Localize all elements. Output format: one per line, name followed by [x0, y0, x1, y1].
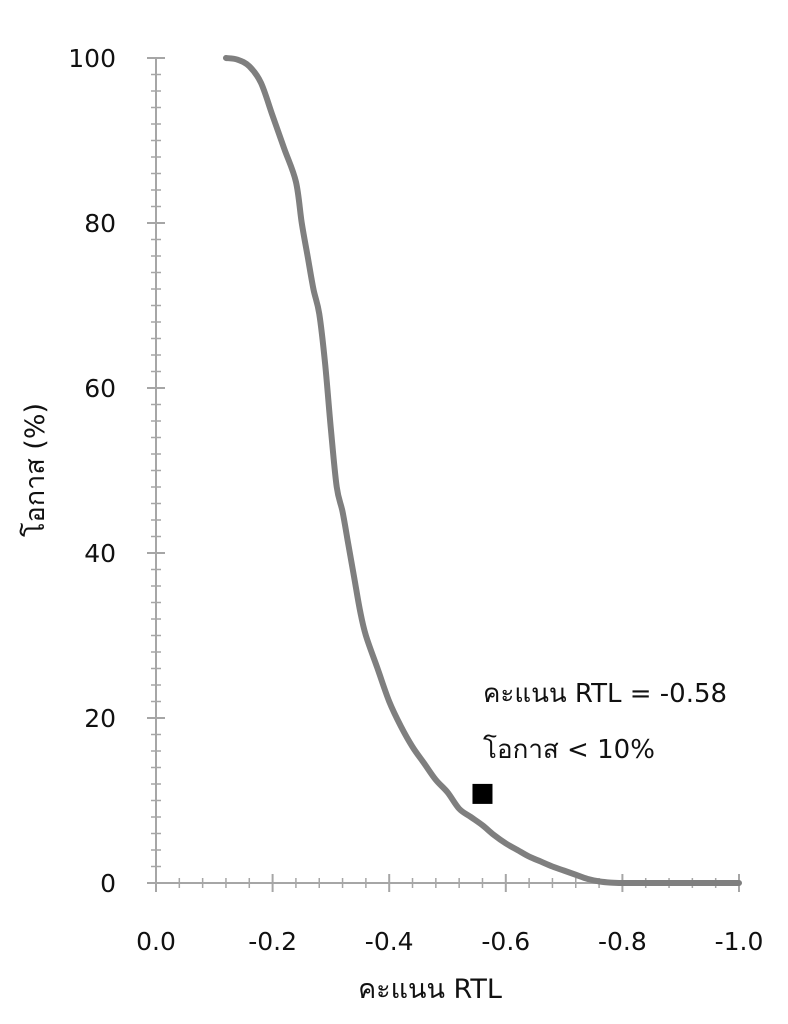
- tick-labels: 0 20 40 60 80 100 0.0 -0.2 -0.4 -0.6 -0.8 -1.0: [68, 44, 763, 956]
- series-line: [222, 55, 742, 887]
- y-tick-label: 60: [84, 374, 116, 403]
- y-tick-label: 20: [84, 704, 116, 733]
- x-axis-title: คะแนน RTL: [358, 974, 502, 1005]
- x-tick-label: -0.4: [365, 927, 414, 956]
- x-tick-label: -0.2: [248, 927, 297, 956]
- y-axis-title: โอกาส (%): [20, 403, 51, 537]
- x-tick-label: -1.0: [715, 927, 764, 956]
- x-tick-label: -0.8: [598, 927, 647, 956]
- y-tick-label: 40: [84, 539, 116, 568]
- y-tick-label: 0: [100, 869, 116, 898]
- annotation-probability: โอกาส < 10%: [483, 734, 655, 765]
- y-tick-label: 100: [68, 44, 116, 73]
- x-tick-label: -0.6: [481, 927, 530, 956]
- annotation-score: คะแนน RTL = -0.58: [483, 679, 727, 709]
- y-tick-label: 80: [84, 209, 116, 238]
- x-tick-label: 0.0: [136, 927, 176, 956]
- ticks: [147, 57, 740, 892]
- threshold-marker: [472, 783, 493, 804]
